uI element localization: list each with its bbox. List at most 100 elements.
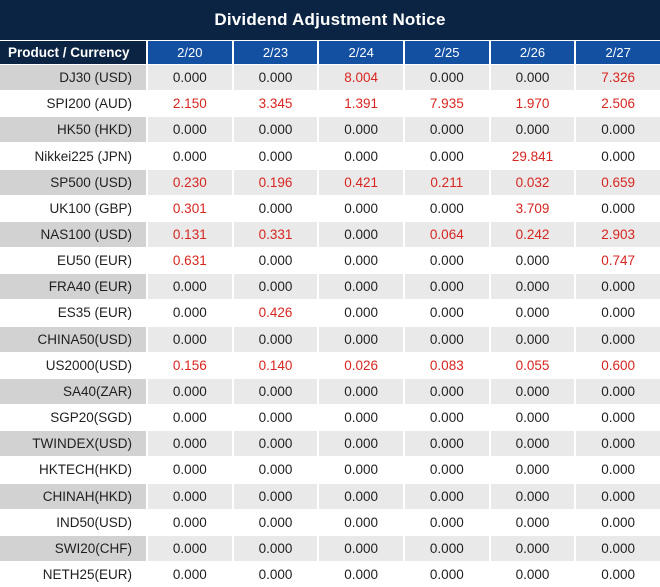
dividend-value-cell: 0.000 bbox=[317, 274, 403, 300]
date-column-header: 2/27 bbox=[574, 41, 660, 64]
product-label: FRA40 (EUR) bbox=[0, 274, 146, 300]
dividend-value-cell: 0.000 bbox=[317, 457, 403, 483]
dividend-value-cell: 0.000 bbox=[231, 378, 318, 405]
date-column-header: 2/24 bbox=[317, 41, 403, 64]
product-label: SPI200 (AUD) bbox=[46, 96, 132, 112]
dividend-value-cell: 0.055 bbox=[488, 352, 575, 378]
dividend-value-cell: 0.000 bbox=[231, 248, 318, 274]
dividend-value-cell: 0.000 bbox=[402, 509, 489, 535]
dividend-value-cell: 0.000 bbox=[317, 405, 403, 431]
dividend-value-cell: 0.000 bbox=[402, 561, 489, 587]
dividend-value-cell: 0.000 bbox=[488, 378, 575, 405]
date-column-header: 2/20 bbox=[146, 41, 232, 64]
dividend-value-cell: 7.326 bbox=[574, 65, 660, 91]
dividend-value-cell: 0.000 bbox=[146, 300, 232, 326]
dividend-value-cell: 0.156 bbox=[146, 352, 232, 378]
dividend-value-cell: 0.000 bbox=[231, 117, 318, 143]
date-column-header: 2/25 bbox=[402, 41, 489, 64]
table-row: FRA40 (EUR) 0.000 0.000 0.000 0.000 0.000 0.00… bbox=[0, 273, 660, 300]
dividend-value-cell: 0.000 bbox=[574, 483, 660, 509]
dividend-value-cell: 0.000 bbox=[574, 326, 660, 352]
product-label: UK100 (GBP) bbox=[49, 200, 132, 216]
dividend-value-cell: 0.140 bbox=[231, 352, 318, 378]
dividend-value-cell: 0.000 bbox=[488, 65, 575, 91]
dividend-value-cell: 0.421 bbox=[317, 169, 403, 195]
dividend-value-cell: 0.000 bbox=[488, 326, 575, 352]
dividend-value-cell: 0.000 bbox=[402, 300, 489, 326]
dividend-value-cell: 0.000 bbox=[146, 535, 232, 561]
dividend-value-cell: 0.026 bbox=[317, 352, 403, 378]
dividend-value-cell: 0.230 bbox=[146, 169, 232, 195]
product-label: HKTECH(HKD) bbox=[39, 462, 132, 478]
dividend-value-cell: 0.242 bbox=[488, 221, 575, 248]
table-row: CHINAH(HKD) 0.000 0.000 0.000 0.000 0.000 0.00… bbox=[0, 482, 660, 509]
table-row: HKTECH(HKD) 0.000 0.000 0.000 0.000 0.000 0.00… bbox=[0, 456, 660, 483]
dividend-value-cell: 0.000 bbox=[402, 65, 489, 91]
dividend-value-cell: 0.000 bbox=[146, 483, 232, 509]
dividend-value-cell: 0.000 bbox=[231, 535, 318, 561]
dividend-value-cell: 0.000 bbox=[317, 535, 403, 561]
dividend-value-cell: 0.000 bbox=[317, 117, 403, 143]
dividend-value-cell: 0.000 bbox=[574, 509, 660, 535]
dividend-value-cell: 2.506 bbox=[574, 91, 660, 117]
dividend-value-cell: 0.000 bbox=[402, 326, 489, 352]
table-row: NAS100 (USD) 0.131 0.331 0.000 0.064 0.242 2.9… bbox=[0, 220, 660, 248]
dividend-value-cell: 0.000 bbox=[146, 405, 232, 431]
dividend-value-cell: 0.000 bbox=[488, 300, 575, 326]
dividend-value-cell: 0.000 bbox=[317, 248, 403, 274]
dividend-value-cell: 0.000 bbox=[231, 405, 318, 431]
dividend-value-cell: 0.600 bbox=[574, 352, 660, 378]
table-row: Nikkei225 (JPN) 0.000 0.000 0.000 0.000 29.84… bbox=[0, 142, 660, 169]
product-label: US2000(USD) bbox=[45, 357, 132, 373]
dividend-value-cell: 0.000 bbox=[317, 378, 403, 405]
dividend-value-cell: 8.004 bbox=[317, 65, 403, 91]
dividend-value-cell: 0.000 bbox=[317, 326, 403, 352]
product-label: TWINDEX(USD) bbox=[0, 431, 146, 457]
dividend-value-cell: 7.935 bbox=[402, 91, 489, 117]
product-label: IND50(USD) bbox=[56, 514, 132, 530]
dividend-value-cell: 0.000 bbox=[231, 457, 318, 483]
dividend-value-cell: 0.000 bbox=[317, 431, 403, 457]
dividend-value-cell: 0.000 bbox=[146, 431, 232, 457]
dividend-value-cell: 0.000 bbox=[402, 117, 489, 143]
product-label: Nikkei225 (JPN) bbox=[34, 148, 132, 164]
product-label: CHINA50(USD) bbox=[0, 326, 146, 352]
dividend-value-cell: 0.747 bbox=[574, 248, 660, 274]
dividend-value-cell: 0.000 bbox=[574, 143, 660, 169]
date-column-header: 2/23 bbox=[231, 41, 318, 64]
product-label: SP500 (USD) bbox=[0, 169, 146, 195]
table-row: EU50 (EUR) 0.631 0.000 0.000 0.000 0.000 0.747 bbox=[0, 247, 660, 274]
dividend-value-cell: 0.000 bbox=[231, 431, 318, 457]
dividend-value-cell: 1.391 bbox=[317, 91, 403, 117]
table-row: TWINDEX(USD) 0.000 0.000 0.000 0.000 0.000 0.0… bbox=[0, 430, 660, 457]
dividend-value-cell: 0.000 bbox=[231, 274, 318, 300]
dividend-value-cell: 0.000 bbox=[146, 378, 232, 405]
dividend-value-cell: 0.000 bbox=[231, 65, 318, 91]
dividend-value-cell: 0.000 bbox=[146, 117, 232, 143]
dividend-value-cell: 0.000 bbox=[402, 248, 489, 274]
dividend-value-cell: 0.000 bbox=[574, 195, 660, 221]
dividend-value-cell: 0.000 bbox=[402, 195, 489, 221]
dividend-value-cell: 0.000 bbox=[317, 143, 403, 169]
dividend-value-cell: 0.000 bbox=[574, 457, 660, 483]
dividend-value-cell: 0.196 bbox=[231, 169, 318, 195]
product-label: EU50 (EUR) bbox=[56, 253, 132, 269]
dividend-value-cell: 0.000 bbox=[402, 378, 489, 405]
dividend-value-cell: 0.000 bbox=[488, 457, 575, 483]
table-row: IND50(USD) 0.000 0.000 0.000 0.000 0.000 0.000 bbox=[0, 508, 660, 535]
table-row: HK50 (HKD) 0.000 0.000 0.000 0.000 0.000 0.000 bbox=[0, 116, 660, 143]
table-row: SGP20(SGD) 0.000 0.000 0.000 0.000 0.000 0.000 bbox=[0, 404, 660, 431]
table-row: DJ30 (USD) 0.000 0.000 8.004 0.000 0.000 7.326 bbox=[0, 64, 660, 91]
table-row: UK100 (GBP) 0.301 0.000 0.000 0.000 3.709 0.00… bbox=[0, 194, 660, 221]
dividend-value-cell: 2.150 bbox=[146, 91, 232, 117]
table-row: CHINA50(USD) 0.000 0.000 0.000 0.000 0.000 0.0… bbox=[0, 325, 660, 352]
product-label: NAS100 (USD) bbox=[0, 221, 146, 248]
table-row: US2000(USD) 0.156 0.140 0.026 0.083 0.055 0.60… bbox=[0, 351, 660, 378]
dividend-value-cell: 0.000 bbox=[488, 561, 575, 587]
dividend-value-cell: 0.000 bbox=[488, 483, 575, 509]
dividend-value-cell: 0.000 bbox=[146, 561, 232, 587]
dividend-value-cell: 0.000 bbox=[402, 457, 489, 483]
dividend-value-cell: 0.032 bbox=[488, 169, 575, 195]
dividend-value-cell: 0.000 bbox=[146, 65, 232, 91]
table-body: DJ30 (USD) 0.000 0.000 8.004 0.000 0.000 7.326… bbox=[0, 64, 660, 587]
